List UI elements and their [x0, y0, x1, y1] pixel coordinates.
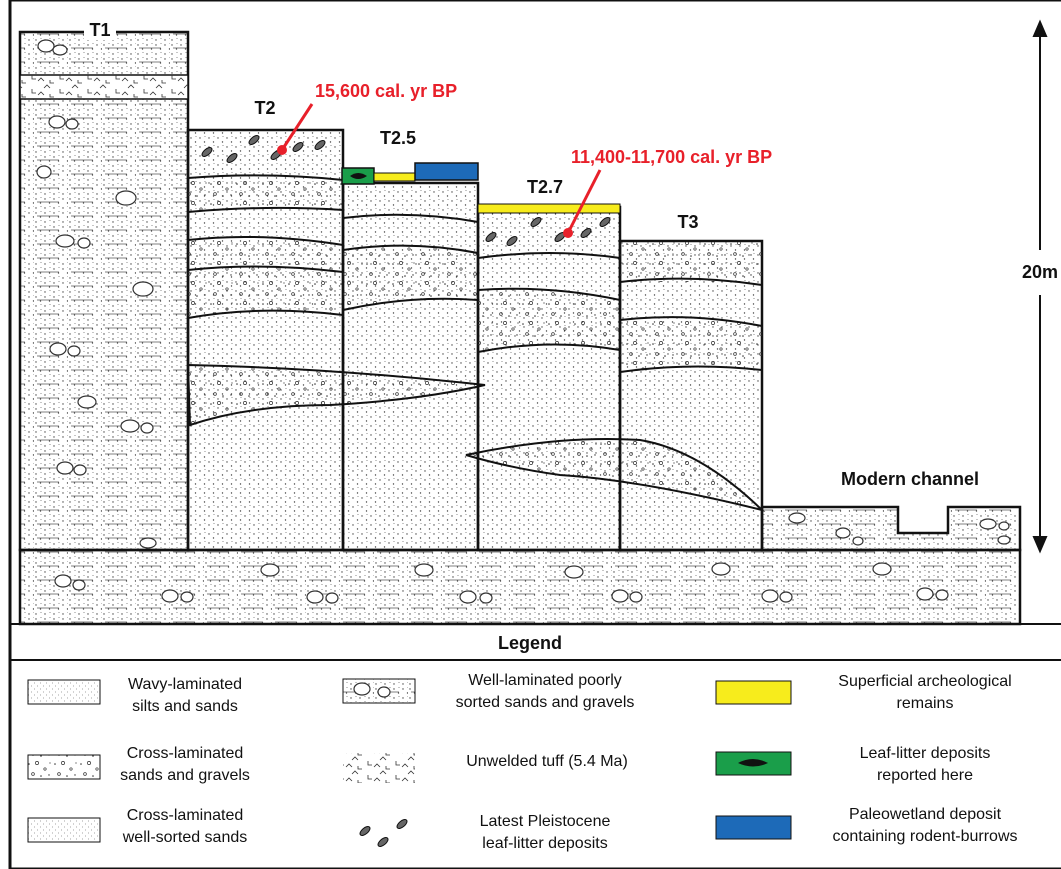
t25-column	[341, 181, 480, 552]
label-t1: T1	[89, 20, 110, 40]
legend-item-6-line2: leaf-litter deposits	[482, 835, 607, 852]
legend-item-6-line1: Latest Pleistocene	[480, 813, 611, 830]
label-t2: T2	[254, 98, 275, 118]
label-modern-channel: Modern channel	[841, 469, 979, 489]
legend-item-9-line2: containing rodent-burrows	[833, 828, 1018, 845]
legend-item-8-line1: Leaf-litter deposits	[860, 745, 991, 762]
scale-label: 20m	[1022, 262, 1058, 282]
scale-bar	[1032, 19, 1048, 554]
wavy-laminated-swatch	[27, 679, 101, 705]
paleowetland-swatch	[715, 815, 792, 840]
t27-date: 11,400-11,700 cal. yr BP	[571, 147, 772, 167]
date-pointers	[277, 103, 602, 238]
cross-laminated-gravel-swatch	[27, 754, 101, 780]
t1-column	[18, 30, 190, 552]
leaf-litter-swatch-icon	[359, 819, 408, 847]
legend-item-9-line1: Paleowetland deposit	[849, 806, 1002, 823]
legend-item-3-line2: well-sorted sands	[122, 829, 248, 846]
modern-channel-block	[760, 505, 1022, 552]
legend-swatches	[27, 678, 792, 847]
legend-item-1-line2: silts and sands	[132, 698, 238, 715]
archeological-marker-t25	[373, 172, 416, 182]
label-t27: T2.7	[527, 177, 563, 197]
legend-item-3-line1: Cross-laminated	[127, 807, 243, 824]
t2-date: 15,600 cal. yr BP	[315, 81, 457, 101]
leaf-litter-glyphs	[201, 135, 611, 246]
paleowetland-marker	[414, 162, 479, 181]
base-layer	[18, 548, 1022, 626]
legend-item-4-line1: Well-laminated poorly	[468, 672, 622, 689]
legend-item-2-line1: Cross-laminated	[127, 745, 243, 762]
label-t3: T3	[677, 212, 698, 232]
legend-item-8-line2: reported here	[877, 767, 973, 784]
legend-labels: Wavy-laminated silts and sands Cross-lam…	[120, 672, 1017, 852]
legend-item-7-line2: remains	[897, 695, 954, 712]
date-labels: 15,600 cal. yr BP 11,400-11,700 cal. yr …	[315, 81, 772, 167]
t2-column	[186, 128, 345, 552]
legend-item-4-line2: sorted sands and gravels	[456, 694, 635, 711]
leaf-icon	[350, 173, 367, 179]
gravel-lenses	[186, 363, 766, 512]
legend-item-7-line1: Superficial archeological	[838, 673, 1011, 690]
legend-title: Legend	[498, 633, 562, 653]
terrace-labels: T1 T2 T2.5 T2.7 T3 Modern channel	[84, 20, 979, 489]
t27-column	[476, 205, 622, 552]
legend-item-1-line1: Wavy-laminated	[128, 676, 242, 693]
cross-laminated-sand-swatch	[27, 817, 101, 843]
leaf-icon	[738, 759, 768, 767]
label-t25: T2.5	[380, 128, 416, 148]
archeological-swatch	[715, 680, 792, 705]
legend-item-5-line1: Unwelded tuff (5.4 Ma)	[466, 753, 628, 770]
legend-frame	[10, 623, 1061, 661]
archeological-marker-t27	[477, 203, 621, 214]
legend-item-2-line2: sands and gravels	[120, 767, 250, 784]
